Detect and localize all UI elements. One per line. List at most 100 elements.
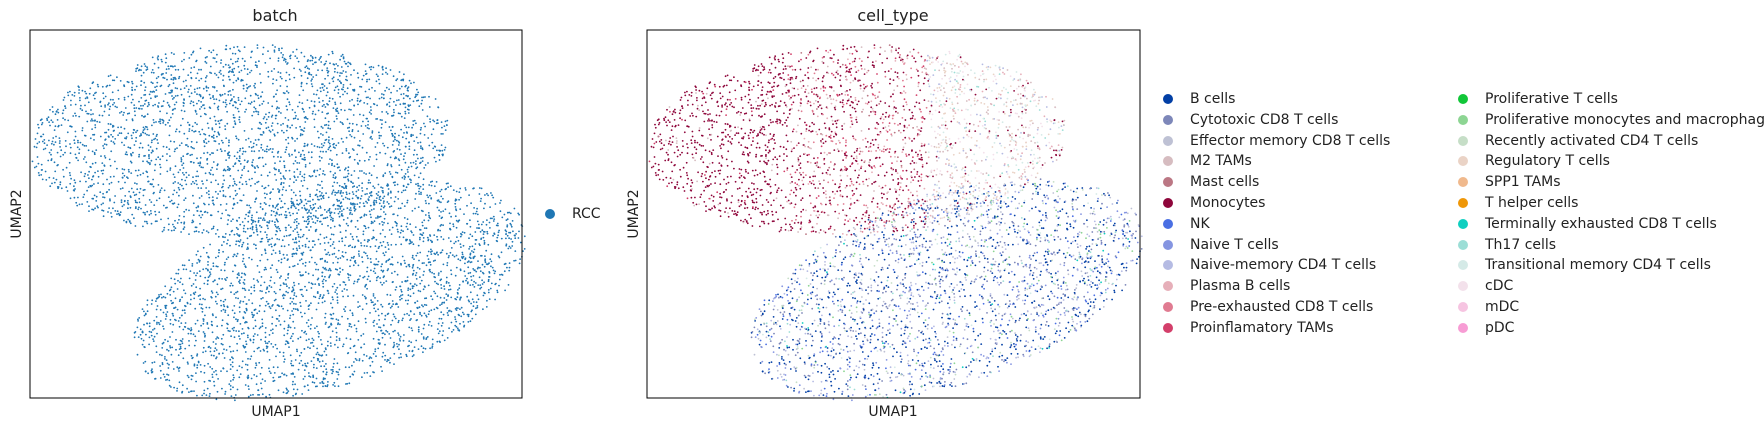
scatter-point — [46, 117, 48, 120]
scatter-point — [314, 222, 317, 224]
scatter-point — [219, 148, 222, 151]
scatter-point — [325, 371, 328, 374]
scatter-point — [185, 183, 188, 186]
scatter-point — [412, 161, 415, 164]
scatter-point — [201, 128, 204, 131]
scatter-point — [193, 364, 196, 367]
scatter-point — [144, 213, 147, 216]
scatter-point — [195, 286, 198, 289]
scatter-point — [90, 113, 92, 116]
scatter-point — [129, 206, 132, 209]
scatter-point — [262, 217, 265, 220]
scatter-point — [319, 220, 322, 223]
scatter-point — [255, 364, 258, 367]
scatter-point — [316, 169, 319, 172]
scatter-point — [165, 379, 167, 381]
scatter-point — [428, 214, 430, 217]
scatter-point — [469, 233, 472, 236]
scatter-point — [74, 112, 76, 115]
scatter-point — [339, 206, 342, 208]
scatter-point — [190, 284, 193, 287]
scatter-point — [211, 367, 214, 370]
scatter-point — [293, 175, 296, 178]
scatter-point — [184, 347, 187, 350]
scatter-point — [287, 291, 289, 294]
scatter-point — [285, 79, 287, 82]
scatter-point — [301, 288, 303, 291]
scatter-point — [391, 226, 394, 229]
scatter-point — [303, 116, 306, 119]
scatter-point — [315, 263, 318, 266]
scatter-point — [268, 370, 271, 373]
scatter-point — [159, 110, 162, 113]
scatter-point — [232, 71, 235, 74]
scatter-point — [319, 159, 321, 162]
scatter-point — [433, 120, 436, 123]
scatter-point — [505, 230, 508, 233]
scatter-point — [260, 382, 262, 385]
scatter-point — [398, 296, 401, 298]
scatter-point — [392, 85, 395, 87]
scatter-point — [388, 105, 391, 108]
scatter-point — [414, 283, 416, 285]
scatter-point — [293, 67, 295, 70]
scatter-point — [488, 221, 491, 224]
scatter-point — [191, 147, 194, 149]
scatter-point — [125, 119, 128, 121]
scatter-point — [369, 364, 372, 367]
scatter-point — [111, 135, 114, 138]
scatter-point — [397, 230, 399, 233]
scatter-point — [321, 271, 324, 274]
scatter-point — [384, 89, 386, 92]
scatter-point — [312, 345, 315, 347]
scatter-point — [338, 75, 341, 77]
scatter-point — [227, 314, 230, 317]
scatter-point — [340, 66, 343, 68]
scatter-point — [440, 284, 442, 286]
scatter-point — [119, 213, 121, 216]
scatter-point — [167, 367, 170, 369]
scatter-point — [369, 181, 372, 184]
scatter-point — [447, 256, 450, 259]
scatter-point — [169, 155, 171, 158]
scatter-point — [203, 282, 206, 285]
scatter-point — [372, 353, 375, 355]
scatter-point — [318, 190, 321, 193]
scatter-point — [484, 194, 486, 196]
scatter-point — [177, 354, 180, 357]
scatter-point — [102, 196, 104, 199]
scatter-point — [92, 208, 95, 211]
scatter-point — [228, 70, 231, 73]
scatter-point — [220, 119, 223, 121]
scatter-point — [158, 294, 160, 296]
scatter-point — [441, 126, 443, 129]
scatter-point — [198, 164, 201, 167]
scatter-point — [261, 322, 264, 325]
scatter-point — [411, 256, 414, 259]
scatter-point — [416, 252, 419, 255]
scatter-point — [235, 101, 237, 104]
scatter-point — [375, 263, 378, 266]
scatter-point — [273, 282, 276, 284]
scatter-point — [161, 354, 163, 357]
scatter-point — [229, 284, 232, 287]
scatter-point — [295, 252, 297, 255]
scatter-point — [317, 330, 319, 333]
scatter-point — [523, 235, 526, 238]
scatter-point — [362, 120, 364, 123]
scatter-point — [345, 222, 348, 225]
scatter-point — [296, 388, 299, 391]
scatter-point — [276, 89, 278, 92]
scatter-point — [236, 233, 238, 235]
scatter-point — [421, 304, 423, 306]
scatter-point — [243, 279, 246, 281]
scatter-point — [199, 47, 202, 50]
scatter-point — [350, 203, 353, 206]
scatter-point — [278, 49, 280, 52]
scatter-point — [440, 270, 442, 273]
scatter-point — [74, 181, 77, 184]
scatter-point — [92, 119, 94, 122]
scatter-point — [91, 208, 93, 211]
scatter-point — [227, 214, 229, 216]
scatter-point — [349, 309, 352, 312]
